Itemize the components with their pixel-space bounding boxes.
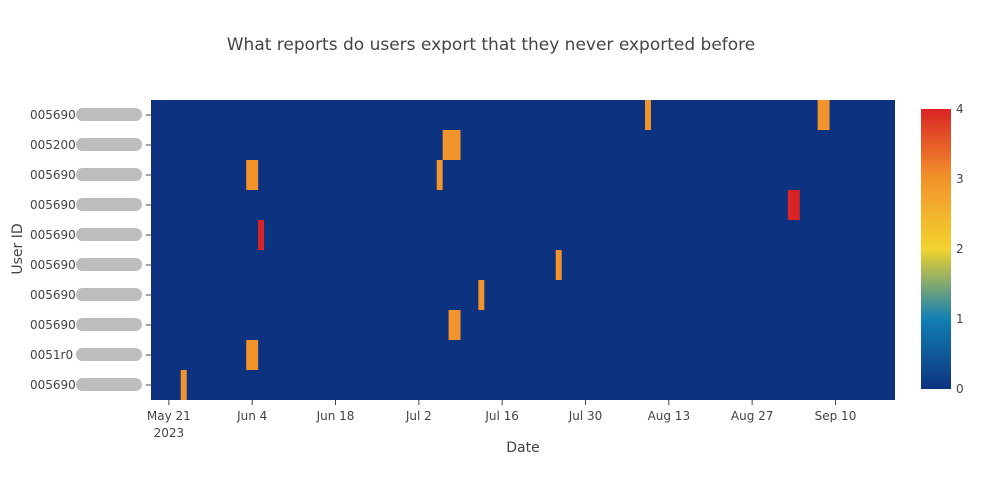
colorbar: 0 1 2 3 4 [921,102,964,396]
y-axis-ticks: 005690 0051r0 005690 005690 005690 005690 0056… [30,108,151,392]
colorbar-tick-label: 2 [956,242,964,256]
heatmap-cell[interactable] [246,160,259,190]
x-tick-label: Aug 13 [648,409,691,423]
redaction-mark [76,228,142,241]
heatmap-cell[interactable] [442,130,461,160]
heatmap-cell[interactable] [436,160,443,190]
colorbar-tick-label: 3 [956,172,964,186]
x-tick-label: Jul 30 [568,409,603,423]
redaction-mark [76,378,142,391]
x-tick-label: Aug 27 [731,409,774,423]
x-tick-label: Jul 2 [405,409,432,423]
y-axis-title: User ID [10,223,26,274]
x-tick-label: May 21 [147,409,191,423]
x-tick-label: Jun 4 [236,409,267,423]
chart-title: What reports do users export that they n… [227,35,756,55]
y-tick-label: 005200 [30,138,76,152]
x-tick-year: 2023 [154,426,185,440]
heatmap-cell[interactable] [478,280,485,310]
redaction-mark [76,318,142,331]
redaction-mark [76,108,142,121]
x-tick-label: Jun 18 [316,409,355,423]
heatmap-background [151,100,895,400]
y-tick-label: 0051r0 [30,348,73,362]
x-tick-label: Sep 10 [815,409,857,423]
x-axis-title: Date [506,440,539,456]
redaction-mark [76,168,142,181]
heatmap-cell[interactable] [817,100,830,130]
y-tick-label: 005690 [30,198,76,212]
colorbar-tick-label: 1 [956,312,964,326]
y-tick-label: 005690 [30,168,76,182]
redaction-mark [76,348,142,361]
redaction-mark [76,138,142,151]
x-axis-ticks: May 21 Jun 4 Jun 18 Jul 2 Jul 16 Jul 30 Aug 13… [147,400,856,440]
heatmap-cell[interactable] [448,310,461,340]
redaction-mark [76,288,142,301]
heatmap-cell[interactable] [246,340,259,370]
y-tick-label: 005690 [30,288,76,302]
heatmap-cell[interactable] [645,100,651,130]
colorbar-gradient [921,109,951,389]
redaction-mark [76,198,142,211]
y-tick-label: 005690 [30,228,76,242]
heatmap-cell[interactable] [787,190,800,220]
y-tick-label: 005690 [30,318,76,332]
colorbar-tick-label: 0 [956,382,964,396]
plot-area[interactable] [151,100,895,400]
heatmap-cell[interactable] [555,250,562,280]
y-tick-label: 005690 [30,378,76,392]
y-tick-label: 005690 [30,108,76,122]
colorbar-tick-label: 4 [956,102,964,116]
heatmap-cell[interactable] [258,220,265,250]
heatmap-cell[interactable] [180,370,187,400]
x-tick-label: Jul 16 [484,409,519,423]
redaction-mark [76,258,142,271]
y-tick-label: 005690 [30,258,76,272]
